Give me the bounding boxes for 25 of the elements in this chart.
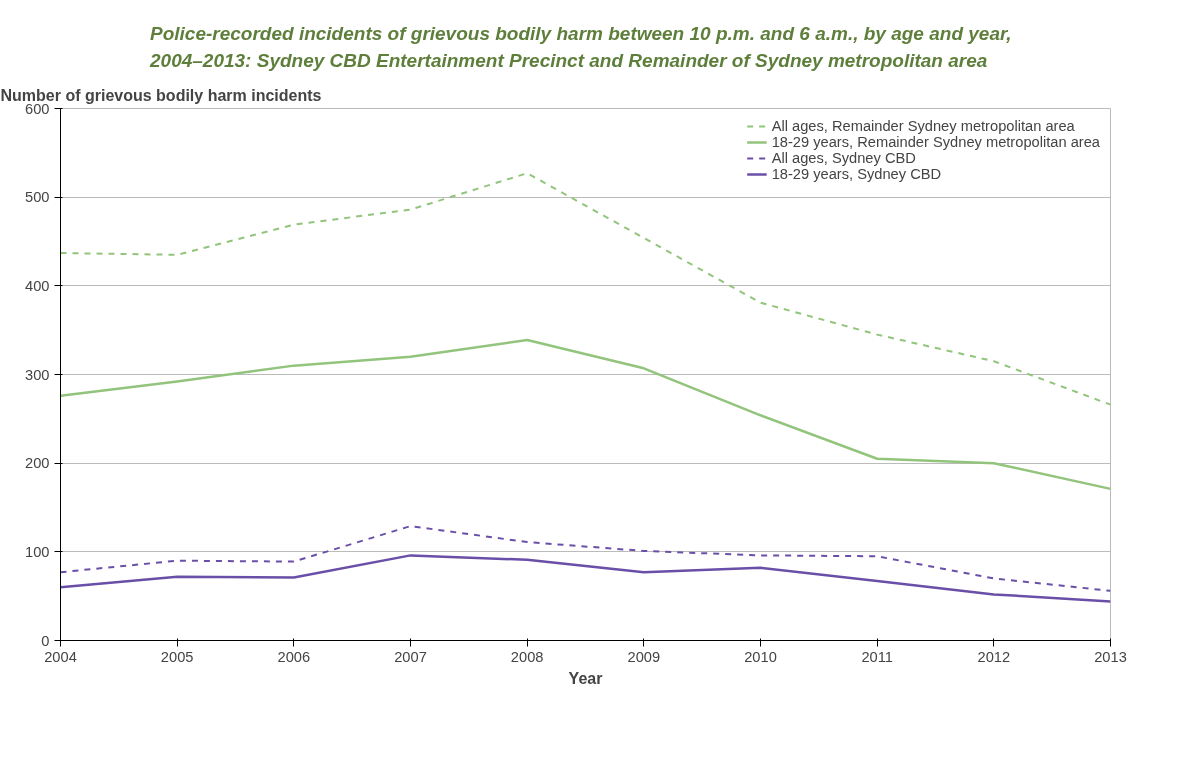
y-tick-label: 500 — [25, 189, 50, 206]
x-tick-label: 2009 — [627, 648, 661, 665]
x-axis-title: Year — [568, 669, 603, 687]
legend-label: All ages, Sydney CBD — [771, 150, 916, 167]
y-tick-label: 300 — [25, 366, 50, 383]
y-tick-label: 0 — [41, 632, 50, 649]
x-tick-label: 2006 — [277, 648, 311, 665]
x-tick-label: 2012 — [977, 648, 1011, 665]
y-tick-label: 100 — [25, 544, 50, 561]
line-series — [60, 554, 1111, 604]
y-tick-label: 400 — [25, 278, 50, 295]
x-tick-label: 2008 — [510, 648, 544, 665]
x-tick-label: 2005 — [160, 648, 194, 665]
legend-label: All ages, Remainder Sydney metropolitan area — [771, 118, 1075, 135]
x-tick-label: 2004 — [44, 648, 77, 665]
chart-title: Police-recorded incidents of grievous bodily harm between 10 p.m. and 6 a.m., by age and year, 2004–2013: Sydney CBD Entertainment Precinct and Remainder of Sydney metropolitan area — [150, 22, 1013, 74]
x-tick-label: 2010 — [744, 648, 777, 665]
line-series — [60, 525, 1111, 593]
legend-label: 18-29 years, Sydney CBD — [771, 166, 942, 183]
x-tick-label: 2013 — [1094, 648, 1127, 665]
y-tick-label: 200 — [25, 455, 50, 472]
x-tick-label: 2011 — [861, 648, 893, 665]
legend-label: 18-29 years, Remainder Sydney metropolitan area — [771, 134, 1100, 151]
x-tick-label: 2007 — [394, 648, 427, 665]
line-series — [60, 338, 1111, 491]
